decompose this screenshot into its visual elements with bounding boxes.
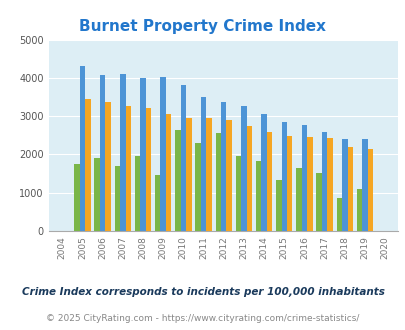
Bar <box>266 132 272 231</box>
Bar <box>114 166 120 231</box>
Bar <box>286 136 292 231</box>
Bar <box>120 74 125 231</box>
Bar <box>206 118 211 231</box>
Bar <box>145 108 151 231</box>
Bar <box>134 155 140 231</box>
Bar <box>356 189 361 231</box>
Bar <box>341 139 347 231</box>
Bar <box>195 143 200 231</box>
Bar <box>347 147 352 231</box>
Bar <box>220 102 226 231</box>
Bar <box>166 114 171 231</box>
Bar <box>105 102 111 231</box>
Bar <box>79 66 85 231</box>
Bar <box>275 180 281 231</box>
Bar <box>140 78 145 231</box>
Bar <box>307 137 312 231</box>
Bar <box>361 139 367 231</box>
Bar <box>235 155 241 231</box>
Bar <box>100 75 105 231</box>
Bar <box>155 176 160 231</box>
Bar <box>200 97 206 231</box>
Bar <box>367 149 372 231</box>
Bar <box>160 77 166 231</box>
Bar <box>125 106 131 231</box>
Bar <box>185 118 191 231</box>
Bar <box>215 133 220 231</box>
Bar <box>85 99 90 231</box>
Bar <box>74 164 79 231</box>
Bar <box>315 173 321 231</box>
Bar <box>94 158 100 231</box>
Bar <box>321 132 326 231</box>
Text: © 2025 CityRating.com - https://www.cityrating.com/crime-statistics/: © 2025 CityRating.com - https://www.city… <box>46 314 359 323</box>
Text: Crime Index corresponds to incidents per 100,000 inhabitants: Crime Index corresponds to incidents per… <box>21 287 384 297</box>
Bar <box>336 198 341 231</box>
Bar <box>281 122 286 231</box>
Bar <box>326 138 332 231</box>
Bar <box>261 114 266 231</box>
Bar <box>226 120 231 231</box>
Bar <box>246 126 252 231</box>
Bar <box>255 161 261 231</box>
Text: Burnet Property Crime Index: Burnet Property Crime Index <box>79 19 326 34</box>
Bar <box>241 106 246 231</box>
Bar <box>175 130 180 231</box>
Bar <box>180 85 185 231</box>
Bar <box>301 125 307 231</box>
Bar <box>296 168 301 231</box>
